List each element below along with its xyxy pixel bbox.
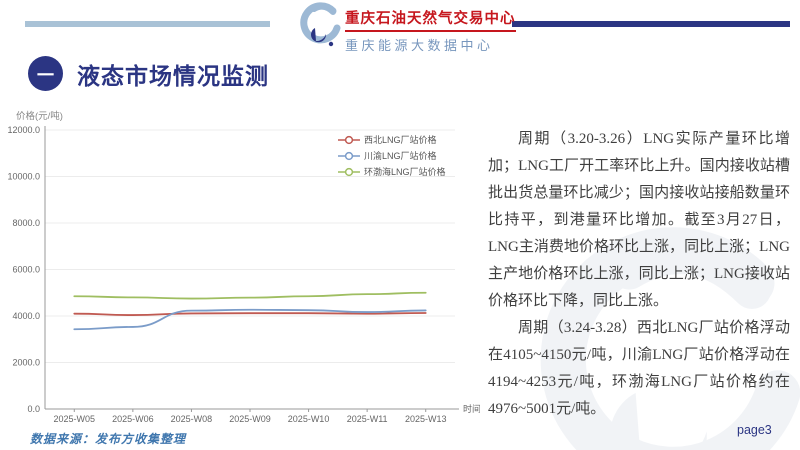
x-tick-label: 2025-W06 [112,414,154,424]
legend-marker-icon [338,167,360,176]
y-tick-label: 8000.0 [12,218,40,228]
org-name-block: 重庆石油天然气交易中心 重庆能源大数据中心 [345,7,516,54]
section-title-text: 液态市场情况监测 [77,62,269,89]
legend-label: 西北LNG厂站价格 [364,135,437,145]
y-tick-label: 4000.0 [12,311,40,321]
legend-label: 环渤海LNG厂站价格 [364,167,446,177]
legend-marker-icon [338,135,360,144]
chart-legend: 西北LNG厂站价格 川渝LNG厂站价格 环渤海LNG厂站价格 [338,133,446,181]
section-title: 一 液态市场情况监测 [28,56,269,91]
analysis-paragraph-1: 周期（3.20-3.26）LNG实际产量环比增加；LNG工厂开工率环比上升。国内… [488,131,790,309]
x-tick-label: 2025-W08 [171,414,213,424]
legend-item: 川渝LNG厂站价格 [338,149,446,162]
data-source-note: 数据来源：发布方收集整理 [30,432,187,446]
company-logo-icon [300,2,341,47]
legend-item: 环渤海LNG厂站价格 [338,165,446,178]
y-axis-title: 价格(元/吨) [16,111,63,122]
analysis-text: 周期（3.20-3.26）LNG实际产量环比增加；LNG工厂开工率环比上升。国内… [488,126,790,423]
header-left-bar [25,21,270,27]
org-name-line2: 重庆能源大数据中心 [345,38,494,53]
legend-marker-icon [338,151,360,160]
y-tick-label: 6000.0 [12,265,40,275]
legend-item: 西北LNG厂站价格 [338,133,446,146]
header-right-bar [512,21,790,27]
y-tick-label: 0.0 [27,404,40,414]
series-line-西北LNG厂站价格 [73,312,427,316]
x-tick-label: 2025-W10 [288,414,330,424]
x-tick-label: 2025-W11 [347,414,388,424]
watermark-logo-icon [540,227,800,450]
page-number: page3 [737,423,772,437]
legend-label: 川渝LNG厂站价格 [364,151,437,161]
series-line-环渤海LNG厂站价格 [73,291,427,300]
y-tick-label: 12000.0 [7,125,40,135]
price-line-chart: 12000.0 10000.0 8000.0 6000.0 4000.0 2000.0 0.… [7,125,480,424]
x-tick-label: 2025-W13 [405,414,447,424]
x-tick-label: 2025-W09 [229,414,271,424]
section-number-badge: 一 [28,56,63,91]
series-line-川渝LNG厂站价格 [73,308,427,331]
y-tick-label: 2000.0 [12,358,40,368]
x-tick-label: 2025-W05 [54,414,96,424]
analysis-paragraph-2: 周期（3.24-3.28）西北LNG厂站价格浮动在4105~4150元/吨，川渝… [488,320,790,417]
org-name-line1: 重庆石油天然气交易中心 [345,7,516,32]
x-axis-title: 时间 [463,403,480,414]
y-tick-label: 10000.0 [7,172,40,182]
